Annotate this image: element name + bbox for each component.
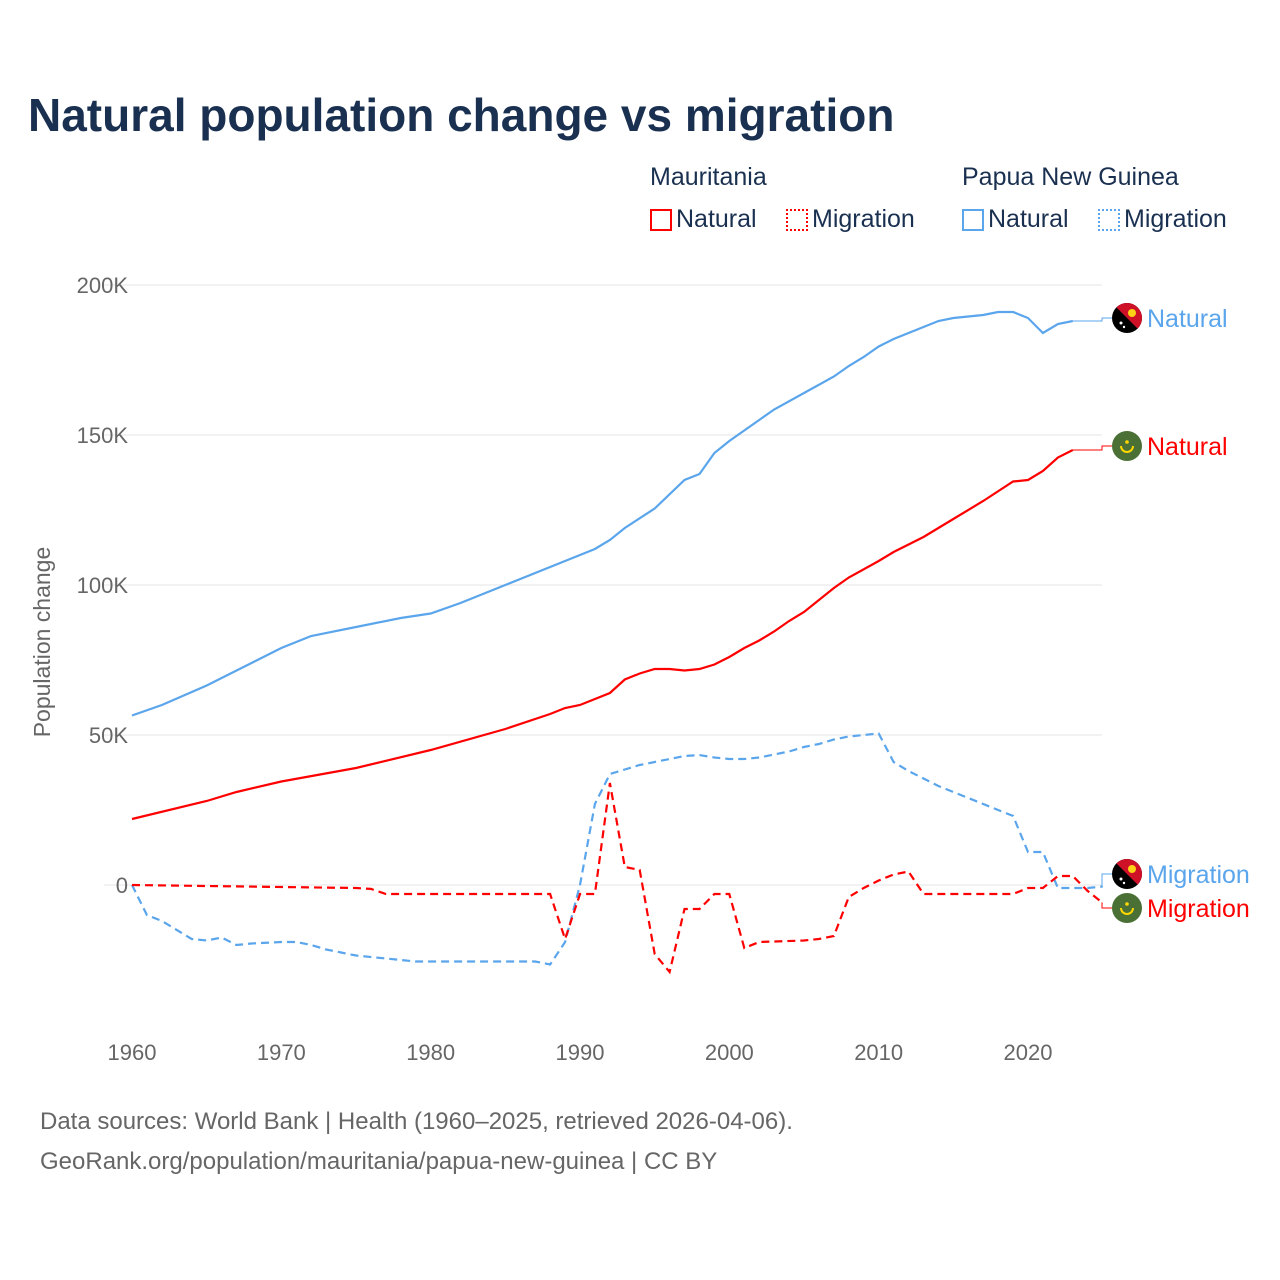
label-connector xyxy=(1072,317,1112,322)
footer-sources: Data sources: World Bank | Health (1960–… xyxy=(40,1108,793,1135)
label-connector xyxy=(1072,445,1112,451)
series-line-papua-new-guinea-natural xyxy=(131,310,1074,717)
legend-label: Migration xyxy=(1124,205,1227,233)
legend-group-mauritania: Mauritania xyxy=(650,163,767,191)
legend-label: Natural xyxy=(988,205,1069,233)
mauritania-flag-icon xyxy=(1112,893,1142,923)
legend-group-png: Papua New Guinea xyxy=(962,163,1179,191)
y-tick-label: 50K xyxy=(89,723,128,748)
legend-swatch xyxy=(786,208,808,231)
x-tick-label: 1990 xyxy=(556,1040,605,1065)
legend-mauritania-natural[interactable]: Natural xyxy=(650,205,757,234)
x-tick-label: 2000 xyxy=(705,1040,754,1065)
legend-png-natural[interactable]: Natural xyxy=(962,205,1069,234)
legend-swatch xyxy=(1098,208,1120,231)
series-line-mauritania-natural xyxy=(131,449,1074,821)
x-tick-label: 1970 xyxy=(257,1040,306,1065)
y-tick-label: 0 xyxy=(116,873,128,898)
png-flag-icon xyxy=(1112,303,1142,333)
label-connector xyxy=(1101,902,1112,909)
legend-label: Migration xyxy=(812,205,915,233)
y-tick-label: 150K xyxy=(77,423,129,448)
end-label: Migration xyxy=(1147,861,1250,889)
y-axis-label: Population change xyxy=(29,547,55,738)
legend-label: Natural xyxy=(676,205,757,233)
legend-swatch xyxy=(650,208,672,231)
series-line-mauritania-migration xyxy=(131,782,1104,975)
y-tick-label: 200K xyxy=(77,273,129,298)
x-tick-label: 2010 xyxy=(854,1040,903,1065)
x-tick-label: 2020 xyxy=(1004,1040,1053,1065)
legend-swatch xyxy=(962,208,984,231)
footer-url[interactable]: GeoRank.org/population/mauritania/papua-… xyxy=(40,1148,718,1175)
legend-png-migration[interactable]: Migration xyxy=(1098,205,1227,234)
label-connector xyxy=(1101,873,1112,887)
end-label: Natural xyxy=(1147,305,1228,333)
legend-mauritania-migration[interactable]: Migration xyxy=(786,205,915,234)
series-line-papua-new-guinea-migration xyxy=(131,732,1103,966)
y-tick-label: 100K xyxy=(77,573,129,598)
png-flag-icon xyxy=(1112,859,1142,889)
chart-title: Natural population change vs migration xyxy=(28,89,895,141)
end-label: Migration xyxy=(1147,895,1250,923)
end-label: Natural xyxy=(1147,433,1228,461)
x-tick-label: 1980 xyxy=(406,1040,455,1065)
x-tick-label: 1960 xyxy=(108,1040,157,1065)
mauritania-flag-icon xyxy=(1112,431,1142,461)
